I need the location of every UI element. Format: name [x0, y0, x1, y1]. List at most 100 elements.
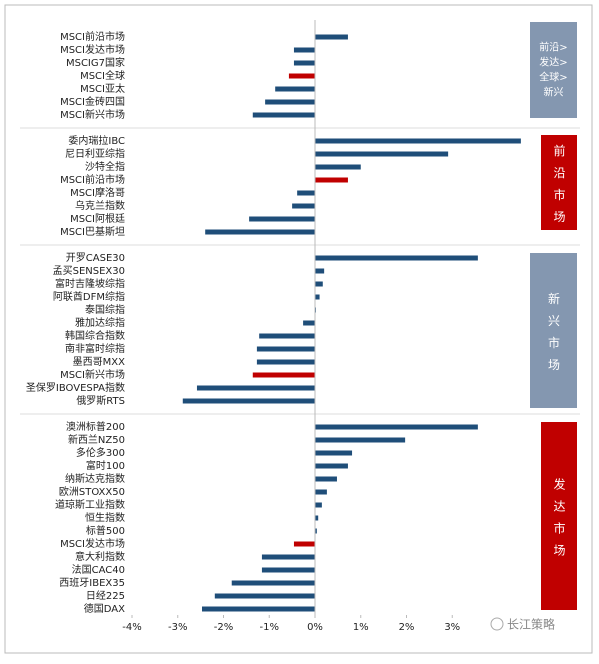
bar: [259, 333, 315, 339]
group-label: 前沿>: [539, 41, 567, 54]
bar: [315, 281, 323, 287]
category-label: MSCI新兴市场: [60, 108, 125, 121]
category-label: 泰国综指: [85, 303, 125, 316]
x-tick-label: -2%: [214, 622, 233, 633]
category-label: 道琼斯工业指数: [55, 498, 125, 511]
group-label: 全球>: [539, 71, 567, 84]
category-label: MSCI新兴市场: [60, 368, 125, 381]
bar: [315, 528, 317, 534]
bar: [252, 112, 315, 118]
bar: [315, 294, 320, 300]
category-label: 德国DAX: [84, 602, 125, 615]
category-label: 法国CAC40: [72, 563, 125, 576]
bar: [303, 320, 315, 326]
bar: [315, 164, 361, 170]
category-label: MSCIG7国家: [66, 56, 125, 69]
category-label: 纳斯达克指数: [65, 472, 125, 485]
category-label: 日经225: [86, 589, 125, 602]
bar: [214, 593, 315, 599]
category-label: 沙特全指: [85, 160, 125, 173]
category-label: MSCI摩洛哥: [70, 186, 125, 199]
x-tick-label: -1%: [260, 622, 279, 633]
category-label: MSCI亚太: [80, 82, 125, 95]
category-label: 阿联酋DFM综指: [53, 290, 125, 303]
category-label: 西班牙IBEX35: [59, 577, 125, 589]
category-label: 开罗CASE30: [66, 252, 125, 264]
bar: [252, 372, 315, 378]
bar: [261, 554, 315, 560]
bar: [293, 541, 315, 547]
category-label: 恒生指数: [85, 511, 125, 524]
bar: [315, 151, 449, 157]
x-tick-label: -3%: [168, 622, 187, 633]
bar: [231, 580, 315, 586]
category-label: 富时吉隆坡综指: [55, 277, 125, 290]
bar: [292, 203, 315, 209]
bar: [293, 47, 315, 53]
bar: [315, 502, 322, 508]
category-label: MSCI发达市场: [60, 43, 125, 56]
bar: [315, 268, 325, 274]
category-label: MSCI发达市场: [60, 537, 125, 550]
category-label: MSCI巴基斯坦: [60, 225, 125, 238]
category-label: 南非富时综指: [65, 342, 125, 355]
bar: [315, 138, 521, 144]
category-label: MSCI全球: [80, 69, 125, 82]
group-label: 前沿市场: [552, 143, 566, 232]
bar: [315, 489, 327, 495]
category-label: 乌克兰指数: [75, 199, 125, 212]
x-tick-label: 3%: [444, 622, 460, 633]
bar: [182, 398, 315, 404]
category-label: 雅加达综指: [75, 316, 125, 329]
bar: [315, 437, 406, 443]
category-label: 孟买SENSEX30: [53, 265, 125, 277]
category-label: 标普500: [86, 524, 125, 537]
category-label: MSCI前沿市场: [60, 30, 125, 43]
bar: [249, 216, 315, 222]
x-tick-label: -4%: [122, 622, 141, 633]
category-label: 富时100: [86, 459, 125, 472]
category-label: 墨西哥MXX: [73, 356, 125, 368]
bar: [315, 463, 348, 469]
group-label: 发达市场: [552, 477, 566, 566]
group-label: 新兴市场: [547, 291, 561, 380]
x-tick-label: 2%: [399, 622, 415, 633]
bar: [315, 424, 478, 430]
bar: [201, 606, 315, 612]
watermark: 长江策略: [507, 617, 555, 632]
group-label: 发达>: [539, 56, 567, 69]
bar: [315, 450, 353, 456]
x-tick-label: 1%: [353, 622, 369, 633]
bar: [315, 177, 348, 183]
category-label: 欧洲STOXX50: [59, 486, 125, 498]
group-box: [530, 22, 577, 118]
bar: [196, 385, 315, 391]
bar: [275, 86, 315, 92]
group-label: 新兴: [544, 86, 564, 99]
bar: [315, 34, 348, 40]
watermark-icon: [490, 617, 504, 631]
group-box: [541, 135, 577, 230]
category-label: 澳洲标普200: [66, 420, 125, 433]
bar: [315, 255, 478, 261]
category-label: 新西兰NZ50: [68, 433, 125, 446]
category-label: 委内瑞拉IBC: [68, 134, 125, 147]
category-label: 尼日利亚综指: [65, 147, 125, 160]
bar: [297, 190, 315, 196]
category-label: MSCI前沿市场: [60, 173, 125, 186]
group-box: [541, 422, 577, 610]
bar: [256, 346, 315, 352]
category-label: 意大利指数: [75, 550, 125, 563]
group-box: [530, 253, 577, 408]
bar: [265, 99, 315, 105]
bar: [315, 476, 337, 482]
category-label: MSCI金砖四国: [60, 95, 125, 108]
bar: [205, 229, 315, 235]
bar: [261, 567, 315, 573]
category-label: 韩国综合指数: [65, 329, 125, 342]
x-tick-label: 0%: [307, 622, 323, 633]
category-label: MSCI阿根廷: [70, 212, 125, 225]
category-label: 多伦多300: [76, 446, 125, 459]
category-label: 俄罗斯RTS: [76, 394, 125, 407]
